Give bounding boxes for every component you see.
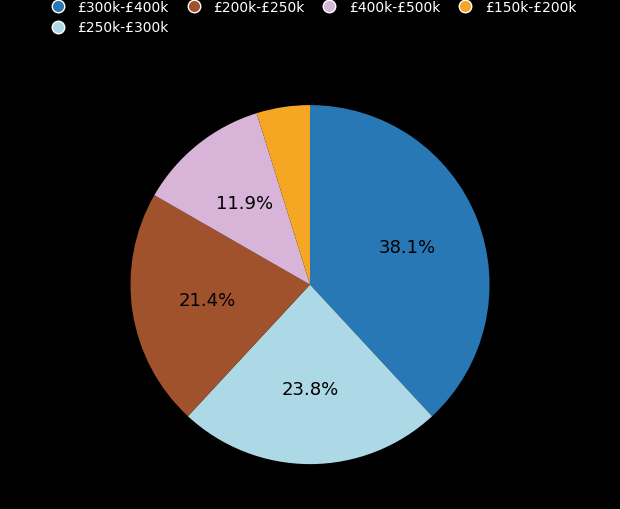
Wedge shape xyxy=(154,114,310,285)
Wedge shape xyxy=(188,285,432,464)
Text: 23.8%: 23.8% xyxy=(281,380,339,398)
Wedge shape xyxy=(310,106,490,416)
Wedge shape xyxy=(257,106,310,285)
Text: 38.1%: 38.1% xyxy=(378,238,435,256)
Legend: £300k-£400k, £250k-£300k, £200k-£250k, £400k-£500k, £150k-£200k: £300k-£400k, £250k-£300k, £200k-£250k, £… xyxy=(40,0,580,40)
Wedge shape xyxy=(130,196,310,416)
Text: 11.9%: 11.9% xyxy=(216,195,273,213)
Text: 21.4%: 21.4% xyxy=(179,292,236,309)
